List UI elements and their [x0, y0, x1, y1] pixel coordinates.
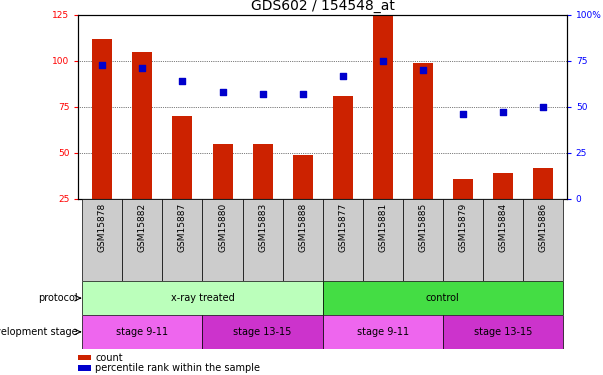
Bar — [78, 355, 90, 360]
Bar — [203, 199, 242, 281]
Bar — [133, 52, 153, 199]
Bar — [283, 199, 323, 281]
Bar — [83, 315, 203, 349]
Bar — [122, 199, 162, 281]
Text: GSM15888: GSM15888 — [298, 203, 307, 252]
Point — [458, 111, 467, 117]
Text: GSM15882: GSM15882 — [138, 203, 147, 252]
Text: GSM15881: GSM15881 — [378, 203, 387, 252]
Text: x-ray treated: x-ray treated — [171, 293, 235, 303]
Text: percentile rank within the sample: percentile rank within the sample — [95, 363, 260, 373]
Point — [498, 110, 508, 116]
Bar — [373, 13, 393, 199]
Point — [378, 58, 388, 64]
Point — [178, 78, 188, 84]
Text: GSM15887: GSM15887 — [178, 203, 187, 252]
Text: GSM15885: GSM15885 — [418, 203, 427, 252]
Point — [418, 67, 428, 73]
Bar — [83, 281, 323, 315]
Bar — [323, 199, 362, 281]
Bar — [203, 315, 323, 349]
Text: GSM15877: GSM15877 — [338, 203, 347, 252]
Bar — [523, 199, 563, 281]
Bar — [443, 199, 483, 281]
Point — [98, 62, 107, 68]
Text: GSM15883: GSM15883 — [258, 203, 267, 252]
Text: GSM15884: GSM15884 — [498, 203, 507, 252]
Bar — [483, 199, 523, 281]
Text: GSM15878: GSM15878 — [98, 203, 107, 252]
Title: GDS602 / 154548_at: GDS602 / 154548_at — [251, 0, 394, 13]
Point — [257, 91, 267, 97]
Text: stage 9-11: stage 9-11 — [116, 327, 168, 337]
Bar — [323, 315, 443, 349]
Text: GSM15880: GSM15880 — [218, 203, 227, 252]
Text: GSM15879: GSM15879 — [458, 203, 467, 252]
Point — [218, 89, 227, 95]
Point — [298, 91, 308, 97]
Bar — [162, 199, 203, 281]
Text: development stage: development stage — [0, 327, 78, 337]
Text: stage 13-15: stage 13-15 — [233, 327, 292, 337]
Bar — [443, 315, 563, 349]
Bar — [362, 199, 403, 281]
Text: count: count — [95, 353, 123, 363]
Point — [137, 65, 147, 71]
Bar — [212, 144, 233, 199]
Text: protocol: protocol — [38, 293, 78, 303]
Bar — [83, 199, 122, 281]
Text: stage 9-11: stage 9-11 — [356, 327, 409, 337]
Bar — [403, 199, 443, 281]
Bar — [292, 154, 312, 199]
Text: control: control — [426, 293, 459, 303]
Bar — [412, 63, 433, 199]
Point — [538, 104, 548, 110]
Bar — [78, 365, 90, 370]
Bar — [453, 178, 473, 199]
Bar — [253, 144, 273, 199]
Bar — [493, 173, 513, 199]
Point — [338, 73, 347, 79]
Text: GSM15886: GSM15886 — [538, 203, 548, 252]
Text: stage 13-15: stage 13-15 — [473, 327, 532, 337]
Bar — [533, 168, 553, 199]
Bar — [333, 96, 353, 199]
Bar — [323, 281, 563, 315]
Bar — [172, 116, 192, 199]
Bar — [242, 199, 283, 281]
Bar — [92, 39, 112, 199]
